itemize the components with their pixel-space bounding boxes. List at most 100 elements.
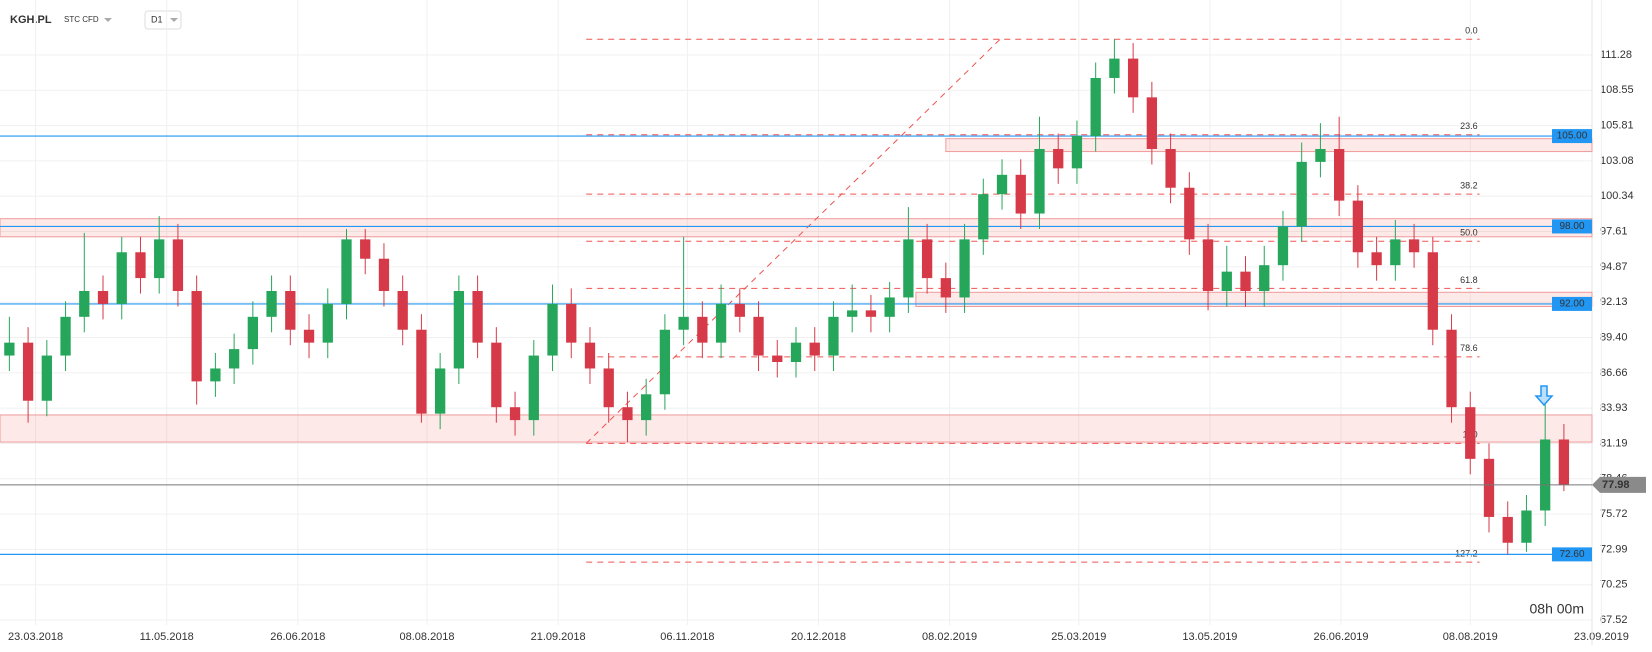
fib-label: 0.0 (1465, 26, 1478, 36)
timer: 08h 00m (1530, 601, 1584, 617)
candle-body (622, 407, 633, 421)
candle-body (865, 310, 877, 317)
candle-body (659, 329, 671, 395)
y-tick-label: 83.93 (1600, 402, 1628, 414)
candle-body (1296, 161, 1307, 227)
candle-body (1483, 458, 1495, 517)
candle-body (22, 342, 34, 401)
y-tick-label: 89.40 (1600, 331, 1628, 343)
candle-body (247, 316, 258, 350)
level-tag (1552, 547, 1592, 562)
candle-body (715, 303, 727, 343)
candle-body (978, 194, 989, 240)
candle-body (41, 355, 52, 401)
candle-body (847, 310, 858, 317)
candle-body (996, 174, 1008, 195)
candle-body (641, 394, 652, 421)
candle-body (528, 355, 539, 421)
candle-body (753, 316, 764, 356)
candle-body (1277, 226, 1289, 266)
level-label: 105.00 (1557, 131, 1588, 142)
fib-label: 23.6 (1460, 121, 1478, 131)
candle-body (60, 316, 71, 356)
candle-body (1502, 516, 1513, 543)
x-tick-label: 26.06.2018 (270, 631, 325, 643)
y-tick-label: 108.55 (1600, 84, 1634, 96)
y-tick-label: 103.08 (1600, 155, 1634, 167)
candle-body (1259, 265, 1270, 292)
candle-body (434, 368, 446, 414)
candle-body (79, 291, 90, 317)
candle-body (322, 303, 333, 343)
candle-body (191, 291, 202, 382)
candle-body (472, 291, 483, 343)
level-tag (1552, 296, 1592, 311)
candle-body (1146, 97, 1158, 149)
candle-body (135, 252, 146, 279)
last-price-tag (1592, 476, 1646, 493)
candle-body (1558, 439, 1570, 485)
x-tick-label: 20.12.2018 (791, 631, 846, 643)
candle-body (360, 239, 371, 259)
x-tick-label: 26.06.2019 (1313, 631, 1368, 643)
candle-body (1240, 271, 1251, 292)
candle-body (491, 342, 502, 408)
candle-body (1053, 148, 1064, 169)
y-tick-label: 67.52 (1600, 614, 1628, 626)
candle-body (1071, 136, 1083, 169)
candle-body (828, 316, 839, 356)
level-label: 72.60 (1559, 549, 1584, 560)
fib-label: 127.2 (1455, 549, 1478, 559)
candle-body (1408, 239, 1420, 253)
instrument: STC CFD (64, 15, 99, 24)
candle-body (678, 316, 689, 330)
y-tick-label: 86.66 (1600, 367, 1628, 379)
candle-body (603, 368, 614, 408)
candle-body (1090, 77, 1101, 137)
fib-label: 61.8 (1460, 275, 1478, 285)
candle-body (1371, 252, 1382, 266)
candle-body (97, 291, 109, 304)
candle-body (341, 239, 352, 304)
candle-body (397, 291, 408, 330)
y-tick-label: 75.72 (1600, 508, 1628, 520)
interval-box[interactable] (144, 10, 182, 30)
level-label: 98.00 (1559, 221, 1584, 232)
y-tick-label: 97.61 (1600, 225, 1628, 237)
x-tick-label: 21.09.2018 (531, 631, 586, 643)
dropdown-icon[interactable] (104, 18, 112, 22)
candle-body (1465, 407, 1476, 459)
zone (945, 138, 1593, 153)
candle-body (303, 329, 315, 343)
candle-body (940, 278, 951, 298)
x-tick-label: 23.09.2019 (1574, 631, 1629, 643)
interval[interactable]: D1 (151, 14, 163, 24)
candle-body (4, 342, 15, 356)
y-tick-label: 100.34 (1600, 190, 1634, 202)
candle-body (172, 239, 184, 292)
candle-body (1202, 239, 1214, 292)
candle-body (509, 407, 521, 421)
candle-body (1015, 174, 1026, 214)
level-tag (1552, 129, 1592, 144)
candle-body (453, 291, 465, 369)
candle-body (1427, 252, 1438, 330)
candle-body (1109, 58, 1120, 78)
candle-body (228, 349, 240, 369)
candle-body (1390, 239, 1401, 266)
candle-body (809, 342, 820, 356)
x-tick-label: 11.05.2018 (140, 631, 194, 643)
symbol[interactable]: KGH.PL (10, 14, 52, 26)
candle-body (1446, 329, 1457, 408)
y-tick-label: 70.25 (1600, 579, 1628, 591)
dropdown-icon[interactable] (170, 18, 178, 22)
y-tick-label: 105.81 (1600, 120, 1634, 132)
fib-label: 38.2 (1460, 181, 1478, 191)
x-tick-label: 08.08.2018 (399, 631, 454, 643)
level-label: 92.00 (1559, 299, 1584, 310)
candle-body (790, 342, 802, 363)
level-tag (1552, 219, 1592, 234)
candle-body (959, 239, 970, 298)
